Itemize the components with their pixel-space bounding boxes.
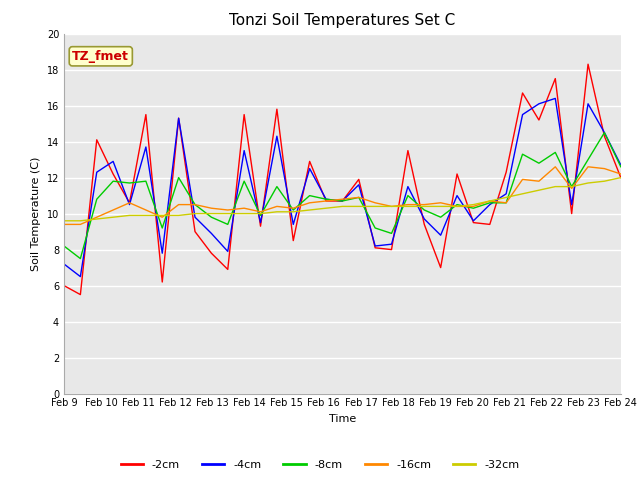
X-axis label: Time: Time — [329, 414, 356, 424]
Title: Tonzi Soil Temperatures Set C: Tonzi Soil Temperatures Set C — [229, 13, 456, 28]
Text: TZ_fmet: TZ_fmet — [72, 50, 129, 63]
Y-axis label: Soil Temperature (C): Soil Temperature (C) — [31, 156, 41, 271]
Legend: -2cm, -4cm, -8cm, -16cm, -32cm: -2cm, -4cm, -8cm, -16cm, -32cm — [116, 456, 524, 474]
